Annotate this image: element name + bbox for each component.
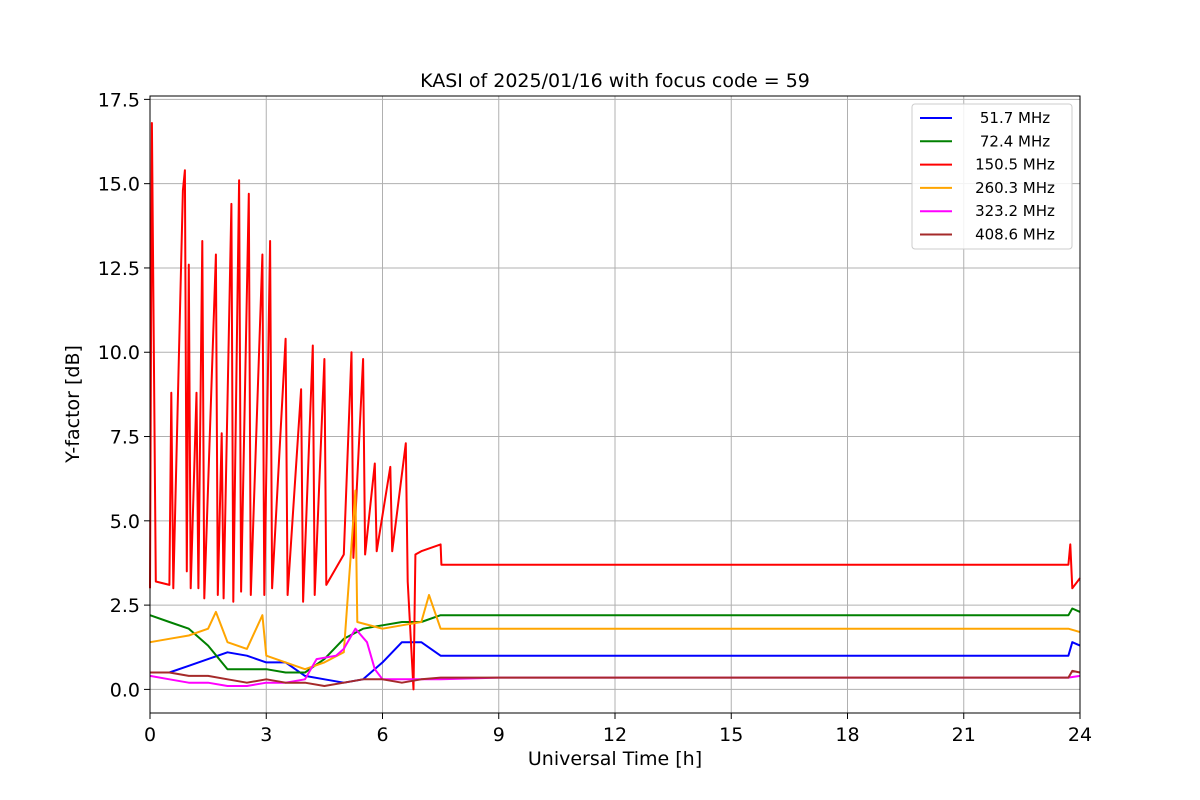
x-tick-label: 0: [144, 724, 156, 746]
y-axis-label: Y-factor [dB]: [62, 345, 84, 464]
x-axis-label: Universal Time [h]: [528, 748, 702, 770]
y-tick-label: 12.5: [98, 258, 140, 280]
x-tick-label: 6: [376, 724, 388, 746]
series-line-0: [150, 641, 1081, 684]
series-line-5: [150, 669, 1081, 687]
x-tick-label: 21: [952, 724, 976, 746]
x-tick-label: 18: [835, 724, 859, 746]
y-tick-label: 15.0: [98, 174, 140, 196]
x-tick-label: 12: [603, 724, 627, 746]
y-tick-label: 10.0: [98, 342, 140, 364]
x-tick-label: 24: [1068, 724, 1092, 746]
legend: 51.7 MHz 72.4 MHz 150.5 MHz 260.3 MHz 323.2…: [911, 103, 1073, 250]
y-tick-label: 2.5: [110, 595, 140, 617]
legend-label-0: 51.7 MHz: [980, 109, 1050, 127]
y-tick-label: 5.0: [110, 511, 140, 533]
y-tick-label: 7.5: [110, 427, 140, 449]
series-lines: [149, 122, 1081, 691]
series-line-3: [149, 489, 1081, 671]
y-tick-label: 17.5: [98, 89, 140, 111]
x-tick-label: 9: [493, 724, 505, 746]
legend-label-2: 150.5 MHz: [975, 156, 1055, 174]
legend-label-3: 260.3 MHz: [975, 179, 1055, 197]
series-line-2: [149, 122, 1081, 691]
x-tick-label: 15: [719, 724, 743, 746]
legend-box: [911, 103, 1073, 250]
axis-ticks: 0 3 6 9 12 15 18 21 24 0.0 2.5 5.0 7.5 10.0 12.5 15.0 17…: [98, 89, 1092, 746]
y-tick-label: 0.0: [110, 679, 140, 701]
chart-title: KASI of 2025/01/16 with focus code = 59: [420, 70, 810, 92]
x-tick-label: 3: [260, 724, 272, 746]
legend-label-1: 72.4 MHz: [980, 132, 1050, 150]
legend-label-5: 408.6 MHz: [975, 226, 1055, 244]
legend-label-4: 323.2 MHz: [975, 202, 1055, 220]
